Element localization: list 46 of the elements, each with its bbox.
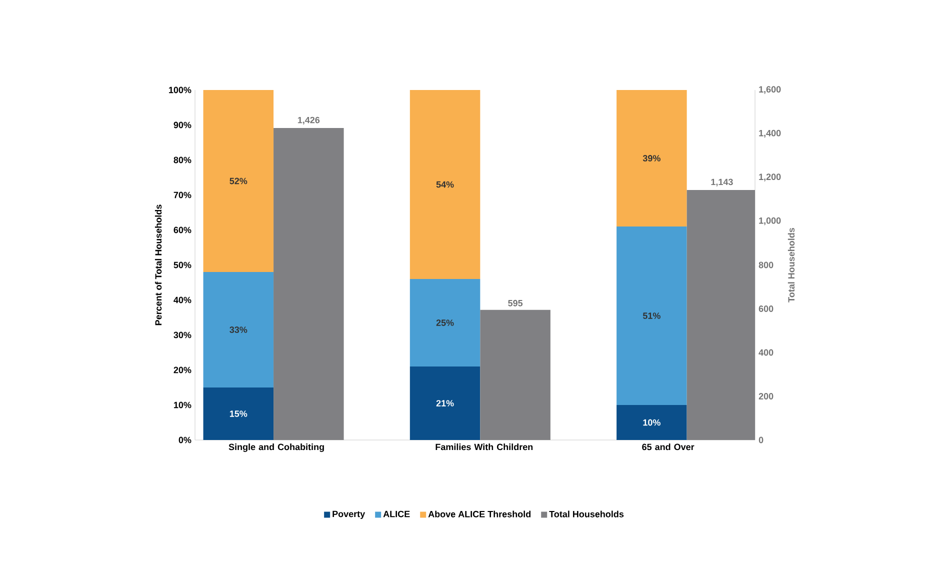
y2-tick-label: 600 xyxy=(758,306,774,312)
y-tick-label: 10% xyxy=(174,402,192,408)
y-tick-label: 90% xyxy=(174,122,192,128)
data-label: 15% xyxy=(230,410,248,417)
y-tick-label: 100% xyxy=(169,86,192,94)
data-label: 51% xyxy=(642,312,660,319)
y-tick-label: 40% xyxy=(174,296,192,304)
y2-axis-title: Total Households xyxy=(788,228,795,302)
legend-label: Above ALICE Threshold xyxy=(428,510,531,518)
y2-tick-label: 1,600 xyxy=(759,86,781,94)
y2-tick-label: 1,400 xyxy=(759,130,781,138)
x-tick-label: Single and Cohabiting xyxy=(228,444,324,452)
bar xyxy=(203,388,274,440)
y-axis-title: Percent of Total Households xyxy=(154,204,162,326)
data-label: 54% xyxy=(436,181,454,188)
data-label: 595 xyxy=(508,300,523,306)
y2-tick-label: 200 xyxy=(758,393,774,400)
data-label: 10% xyxy=(643,419,660,426)
x-tick-label: 65 and Over xyxy=(642,444,694,450)
data-label: 33% xyxy=(230,326,248,333)
legend-label: Poverty xyxy=(332,510,366,519)
y-tick-label: 30% xyxy=(174,332,192,338)
y2-tick-label: 1,200 xyxy=(759,174,781,182)
data-label: 1,143 xyxy=(711,178,733,186)
x-tick-label: Families With Children xyxy=(436,444,533,450)
bar xyxy=(616,90,687,226)
y2-tick-label: 400 xyxy=(758,349,774,356)
data-label: 21% xyxy=(436,400,454,406)
y-tick-label: 80% xyxy=(174,156,192,164)
y-tick-label: 0% xyxy=(178,436,192,444)
legend-label: ALICE xyxy=(383,510,410,518)
data-label: 52% xyxy=(230,178,248,184)
bar xyxy=(274,128,344,440)
bar xyxy=(616,405,687,440)
y-tick-label: 50% xyxy=(174,262,192,268)
legend-label: Total Households xyxy=(549,510,624,518)
data-label: 39% xyxy=(642,155,660,162)
y2-tick-label: 800 xyxy=(758,262,774,268)
data-label: 1,426 xyxy=(298,116,320,125)
y2-tick-label: 1,000 xyxy=(759,217,781,226)
y-tick-label: 70% xyxy=(174,192,192,198)
y2-tick-label: 0 xyxy=(758,436,764,444)
y-tick-label: 20% xyxy=(174,366,192,374)
bar xyxy=(410,90,480,279)
y-tick-label: 60% xyxy=(174,226,192,234)
data-label: 25% xyxy=(436,320,454,326)
